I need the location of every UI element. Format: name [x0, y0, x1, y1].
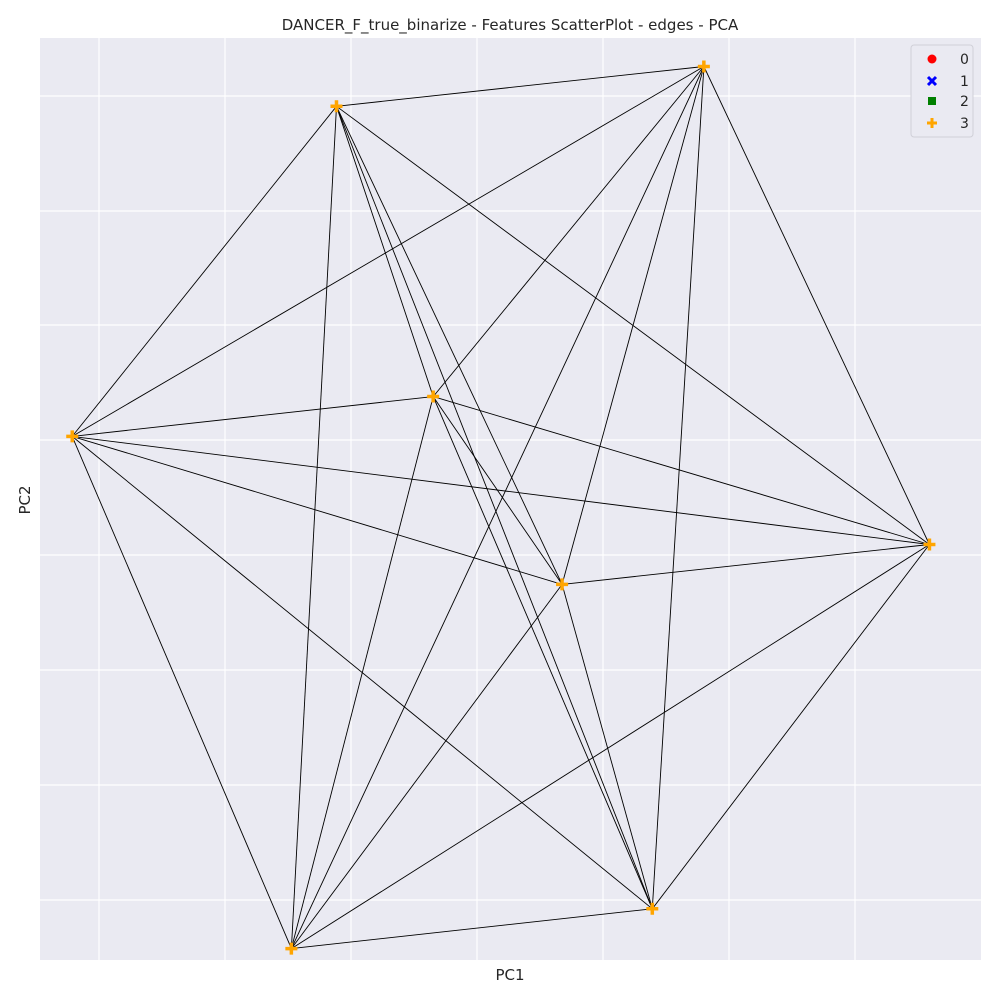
legend-item-3: 3	[927, 116, 969, 132]
chart-title: DANCER_F_true_binarize - Features Scatte…	[282, 16, 739, 35]
graph-edge	[561, 584, 653, 909]
graph-edge	[651, 544, 930, 910]
graph-edge	[432, 66, 705, 397]
data-point-plus-marker	[330, 100, 343, 113]
graph-edge	[290, 66, 705, 949]
graph-edge	[432, 396, 653, 909]
x-axis-label: PC1	[495, 966, 524, 984]
data-point-plus-marker	[646, 902, 659, 915]
graph-edge	[561, 66, 705, 585]
data-point-plus-marker	[697, 60, 710, 73]
legend-marker-square-icon	[928, 97, 936, 105]
legend-label-2: 2	[960, 94, 969, 110]
legend-label-1: 1	[960, 74, 969, 90]
graph-edge	[336, 106, 653, 909]
graph-edge	[72, 435, 930, 545]
graph-edge	[336, 106, 434, 397]
legend-item-0: 0	[927, 52, 969, 68]
graph-edge	[290, 106, 337, 949]
legend-item-2: 2	[928, 94, 969, 110]
graph-edge	[562, 544, 930, 585]
graph-edge	[651, 66, 705, 909]
legend-marker-x-icon	[926, 75, 938, 87]
graph-edges	[71, 66, 930, 950]
graph-edge	[291, 544, 930, 949]
data-point-plus-marker	[427, 390, 440, 403]
graph-edge	[71, 106, 337, 437]
graph-edge	[336, 66, 704, 107]
data-point-plus-marker	[285, 942, 298, 955]
grid-lines	[40, 38, 981, 960]
legend-marker-plus-icon	[927, 118, 937, 128]
legend-label-3: 3	[960, 116, 969, 132]
graph-edge	[336, 106, 563, 585]
legend-marker-circle-icon	[927, 54, 937, 64]
graph-edge	[71, 66, 705, 437]
graph-edge	[432, 396, 563, 585]
plot-area	[40, 38, 981, 960]
data-point-plus-marker	[66, 430, 79, 443]
legend-label-0: 0	[960, 52, 969, 68]
data-point-plus-marker	[923, 538, 936, 551]
graph-edge	[72, 396, 434, 437]
graph-edge	[71, 436, 292, 949]
graph-edge	[291, 908, 653, 950]
legend-item-1: 1	[926, 74, 969, 90]
graph-edge	[291, 584, 563, 949]
y-axis-label: PC2	[16, 485, 34, 514]
legend-box	[910, 44, 974, 138]
legend: 0 1 2 3	[910, 44, 974, 138]
graph-edge	[703, 66, 930, 545]
graph-edge	[433, 396, 930, 545]
data-point-plus-marker	[556, 578, 569, 591]
graph-edge	[290, 396, 434, 949]
data-points	[66, 60, 936, 955]
graph-edge	[72, 435, 563, 585]
